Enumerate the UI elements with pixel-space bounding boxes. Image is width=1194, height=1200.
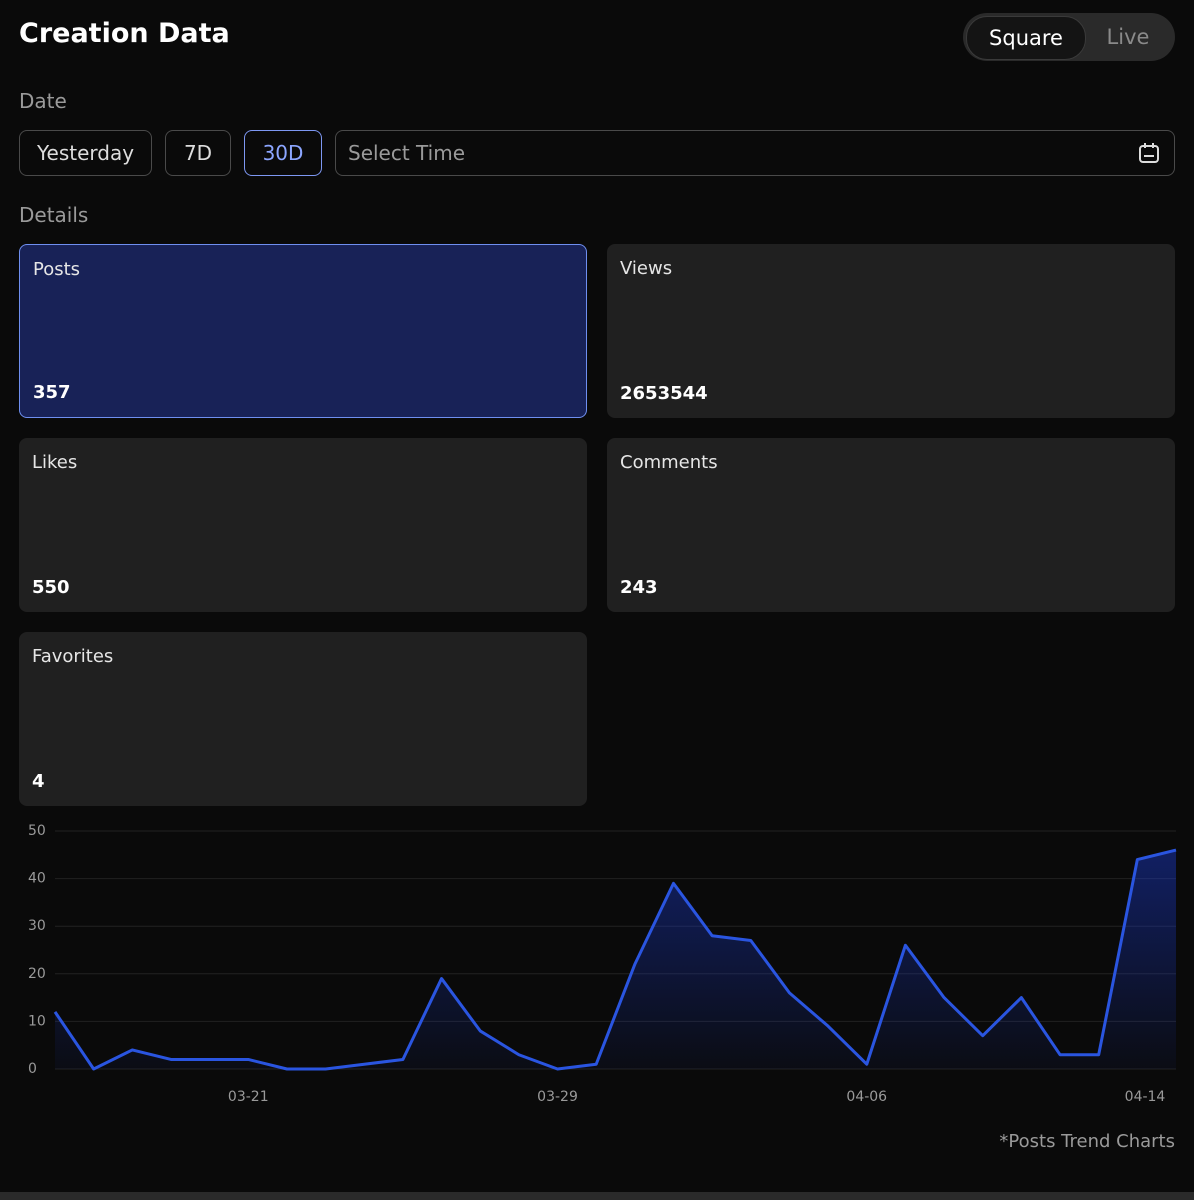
metric-card[interactable]: Likes 550 — [19, 438, 587, 612]
y-tick-label: 40 — [28, 871, 46, 887]
metric-card[interactable]: Views 2653544 — [607, 244, 1175, 418]
view-toggle: Square Live — [963, 13, 1175, 61]
card-label: Favorites — [32, 646, 114, 667]
card-label: Posts — [33, 259, 81, 280]
card-value: 2653544 — [620, 383, 708, 404]
y-tick-label: 30 — [28, 918, 46, 934]
date-button[interactable]: 7D — [165, 130, 231, 176]
toggle-option[interactable]: Square — [966, 16, 1086, 60]
date-button[interactable]: Yesterday — [19, 130, 152, 176]
metric-card[interactable]: Favorites 4 — [19, 632, 587, 806]
x-tick-label: 03-21 — [228, 1089, 269, 1105]
toggle-option[interactable]: Live — [1106, 25, 1150, 49]
page-title: Creation Data — [19, 18, 230, 49]
area — [55, 850, 1176, 1069]
y-tick-label: 10 — [28, 1013, 46, 1029]
metric-card[interactable]: Posts 357 — [19, 244, 587, 418]
y-tick-label: 50 — [28, 823, 46, 839]
date-button[interactable]: 30D — [244, 130, 322, 176]
section-label: Details — [19, 203, 89, 227]
y-tick-label: 0 — [28, 1061, 37, 1077]
calendar-icon — [1139, 143, 1159, 163]
section-label: Date — [19, 89, 67, 113]
card-value: 243 — [620, 577, 658, 598]
x-tick-label: 04-14 — [1125, 1089, 1166, 1105]
time-picker[interactable]: Select Time — [335, 130, 1175, 176]
metric-card[interactable]: Comments 243 — [607, 438, 1175, 612]
card-value: 357 — [33, 382, 71, 403]
card-label: Comments — [620, 452, 718, 473]
card-value: 550 — [32, 577, 70, 598]
card-value: 4 — [32, 771, 45, 792]
x-tick-label: 04-06 — [846, 1089, 887, 1105]
card-label: Views — [620, 258, 673, 279]
x-tick-label: 03-29 — [537, 1089, 578, 1105]
line — [53, 848, 1177, 1071]
picker-placeholder: Select Time — [348, 141, 466, 165]
y-tick-label: 20 — [28, 966, 46, 982]
card-label: Likes — [32, 452, 78, 473]
footnote: *Posts Trend Charts — [999, 1131, 1175, 1152]
trend-chart: 0 10 20 30 40 50 03-21 03-29 04-06 04-14 — [28, 823, 1177, 1105]
bottom-bar — [0, 1192, 1194, 1200]
